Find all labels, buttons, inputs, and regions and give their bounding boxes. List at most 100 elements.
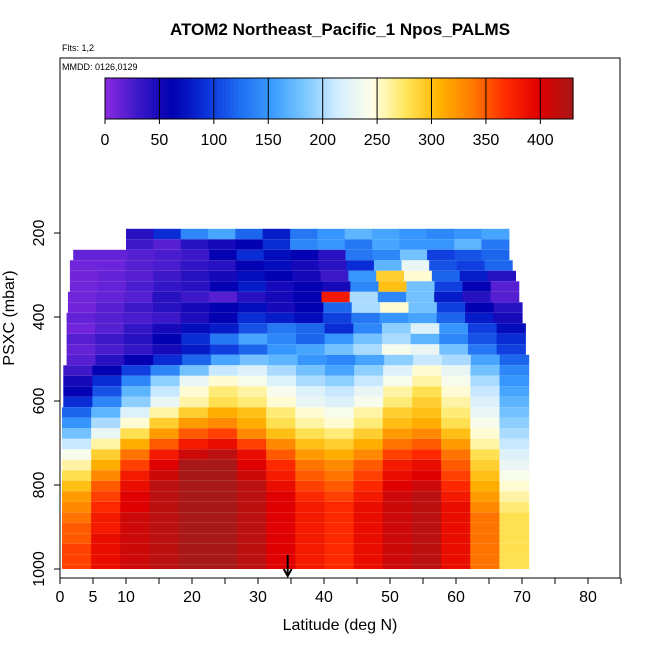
heat-cell [348, 270, 377, 282]
heat-cell [344, 228, 373, 240]
heat-cell [69, 270, 99, 282]
heat-cell [441, 512, 471, 523]
heat-cell [149, 480, 180, 492]
heat-cell [237, 375, 268, 387]
heat-cell [63, 365, 93, 376]
heat-cell [481, 228, 510, 240]
heat-cell [91, 554, 121, 565]
heat-cell [487, 270, 516, 282]
heat-cell [292, 270, 322, 282]
colorbar-swatch [475, 78, 480, 119]
heat-cell [470, 470, 501, 481]
heat-cell [92, 396, 123, 408]
x-tick-label: 60 [447, 589, 465, 606]
heat-cell [120, 449, 151, 460]
heat-cell [91, 407, 121, 418]
heat-cell [152, 323, 182, 334]
heat-cell [61, 522, 92, 534]
heat-cell [411, 480, 442, 492]
heat-cell [208, 365, 239, 376]
heat-cell [406, 281, 436, 292]
heat-cell [441, 375, 472, 387]
heat-cell [67, 302, 97, 313]
heat-cell [120, 428, 151, 439]
heat-cell [295, 386, 326, 397]
heat-cell [382, 417, 413, 429]
heat-cell [499, 533, 530, 544]
heat-cell [353, 459, 384, 471]
heat-cell [152, 291, 182, 303]
heat-cell [178, 491, 209, 502]
heat-cell [181, 323, 211, 334]
colorbar-swatch [389, 78, 395, 119]
heat-cell [353, 407, 384, 418]
heat-cell [436, 302, 466, 313]
colorbar-swatch [183, 78, 188, 119]
heat-cell [295, 449, 326, 460]
colorbar-swatch [147, 78, 153, 119]
heat-cell [294, 312, 324, 324]
heat-cell [126, 239, 154, 250]
colorbar-swatch [339, 78, 344, 119]
heat-cell [427, 249, 455, 261]
heat-cell [266, 407, 296, 418]
colorbar-swatch [300, 78, 305, 119]
colorbar-swatch [495, 78, 500, 119]
heat-cell [499, 554, 530, 565]
heat-cell [236, 449, 267, 460]
heat-cell [61, 501, 92, 513]
heat-cell [63, 386, 93, 397]
heat-cell [238, 281, 267, 292]
colorbar-swatch [487, 78, 492, 119]
heat-cell [180, 312, 210, 324]
heat-cell [499, 512, 530, 523]
heat-cell [66, 333, 96, 345]
heat-cell [178, 501, 209, 513]
heat-cell [149, 564, 180, 569]
heat-cell [434, 291, 463, 303]
heat-cell [125, 260, 154, 271]
heat-cell [238, 323, 268, 334]
heat-cell [91, 438, 121, 450]
colorbar-swatch [393, 78, 399, 119]
colorbar-swatch [315, 78, 321, 119]
heat-cell [236, 501, 267, 513]
heat-cell [236, 564, 267, 569]
heat-cell [410, 344, 440, 355]
heat-cell [484, 260, 513, 271]
heat-cell [154, 281, 183, 292]
heat-cell [399, 228, 428, 240]
colorbar-swatch [249, 78, 254, 119]
heat-cell [353, 438, 384, 450]
heat-cell [152, 344, 182, 355]
heatmap-layer [61, 228, 530, 569]
heat-cell [411, 449, 442, 460]
heat-cell [181, 344, 211, 355]
heat-cell [179, 365, 210, 376]
colorbar-swatch [409, 78, 414, 119]
latitude-marker [282, 555, 293, 579]
heat-cell [411, 522, 442, 534]
heat-cell [295, 522, 326, 534]
heat-cell [324, 449, 355, 460]
heat-cell [321, 291, 351, 303]
heat-cell [179, 375, 210, 387]
heat-cell [266, 491, 296, 502]
colorbar-swatch [206, 78, 211, 119]
heat-cell [295, 501, 326, 513]
heat-cell [61, 480, 92, 492]
heat-cell [61, 438, 92, 450]
colorbar-swatch [444, 78, 449, 119]
colorbar-swatch [261, 78, 266, 119]
heat-cell [91, 491, 121, 502]
heat-cell [236, 470, 267, 481]
heat-cell [411, 533, 442, 544]
heat-cell [372, 249, 401, 261]
colorbar-swatch [159, 78, 165, 119]
heat-cell [149, 533, 180, 544]
colorbar-swatch [307, 78, 313, 119]
heat-cell [295, 407, 326, 418]
heat-cell [320, 270, 349, 282]
heat-cell [238, 333, 268, 345]
heat-cell [467, 344, 498, 355]
